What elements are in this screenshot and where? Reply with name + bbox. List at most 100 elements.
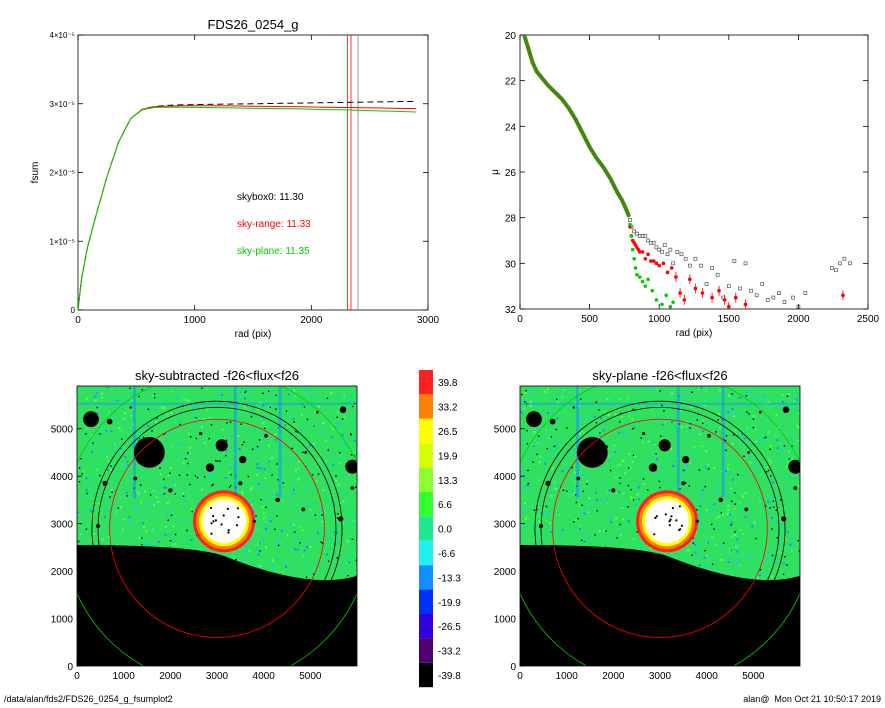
noise-pixel — [169, 533, 172, 536]
noise-pixel — [116, 422, 119, 425]
noise-pixel — [263, 485, 266, 488]
noise-pixel — [649, 388, 652, 391]
noise-pixel — [320, 510, 323, 513]
noise-pixel — [715, 435, 718, 438]
noise-pixel — [118, 453, 121, 456]
masked-pixel — [689, 427, 691, 429]
noise-pixel — [275, 464, 278, 466]
noise-pixel — [538, 461, 541, 464]
masked-pixel — [271, 474, 273, 476]
noise-pixel — [334, 407, 337, 410]
noise-pixel — [750, 391, 753, 394]
profile-point-black — [651, 240, 656, 245]
noise-pixel — [339, 501, 342, 504]
noise-pixel — [324, 439, 327, 442]
profile-point-black — [771, 295, 776, 300]
noise-pixel — [101, 427, 104, 430]
noise-pixel — [305, 389, 308, 392]
noise-pixel — [539, 455, 542, 458]
noise-pixel — [125, 407, 128, 410]
noise-pixel — [90, 479, 93, 482]
masked-pixel — [156, 417, 158, 419]
masked-pixel — [203, 476, 206, 478]
noise-pixel — [588, 535, 591, 538]
noise-pixel — [128, 516, 131, 519]
masked-pixel — [771, 528, 773, 530]
noise-pixel — [685, 465, 688, 468]
masked-pixel — [163, 478, 165, 481]
masked-pixel — [169, 472, 171, 474]
noise-pixel — [688, 461, 691, 464]
fsum-x-tick-label: 1000 — [184, 315, 207, 326]
colorbar-swatch — [419, 589, 433, 614]
noise-pixel — [787, 394, 790, 397]
noise-pixel — [148, 422, 151, 425]
masked-pixel — [732, 434, 735, 436]
noise-pixel — [252, 499, 255, 502]
colorbar-label: -33.2 — [438, 647, 461, 658]
noise-pixel — [333, 551, 336, 554]
masked-pixel — [186, 474, 188, 476]
noise-pixel — [228, 471, 231, 474]
noise-pixel — [628, 411, 631, 414]
image-y-tick-label: 3000 — [51, 520, 74, 531]
noise-pixel — [320, 431, 323, 433]
noise-pixel — [201, 425, 204, 428]
noise-pixel — [263, 468, 266, 470]
masked-pixel — [251, 448, 254, 450]
profile-point-red — [661, 261, 666, 266]
masked-pixel — [566, 490, 568, 492]
noise-pixel — [139, 532, 142, 535]
masked-pixel — [174, 493, 176, 495]
masked-pixel — [575, 501, 577, 504]
growth-curve-green — [77, 106, 417, 311]
noise-pixel — [172, 480, 175, 483]
noise-pixel — [681, 396, 684, 399]
noise-pixel — [580, 430, 583, 433]
noise-pixel — [272, 559, 274, 562]
noise-pixel — [731, 562, 734, 565]
noise-pixel — [106, 386, 109, 389]
profile-point-red — [722, 298, 727, 302]
noise-pixel — [159, 473, 162, 476]
noise-pixel — [642, 441, 645, 444]
masked-star — [681, 481, 686, 486]
noise-pixel — [157, 500, 160, 503]
noise-pixel — [268, 400, 271, 403]
footer-timestamp: alan@ Mon Oct 21 10:50:17 2019 — [743, 694, 881, 704]
noise-pixel — [573, 490, 576, 493]
masked-pixel — [250, 415, 253, 418]
noise-pixel — [772, 481, 775, 484]
noise-pixel — [241, 491, 244, 494]
noise-pixel — [263, 417, 265, 420]
fsum-y-tick-label: 3×10⁻⁵ — [49, 100, 75, 109]
noise-pixel — [727, 463, 730, 466]
core-mask-dot — [235, 524, 239, 527]
noise-pixel — [667, 391, 670, 394]
noise-pixel — [95, 468, 98, 471]
noise-pixel — [604, 483, 607, 486]
noise-pixel — [788, 450, 790, 453]
noise-pixel — [142, 525, 145, 528]
masked-star — [758, 410, 762, 414]
x-axis-label: rad (pix) — [676, 328, 713, 339]
masked-pixel — [746, 411, 748, 413]
noise-pixel — [159, 494, 162, 497]
masked-pixel — [217, 460, 219, 462]
noise-pixel — [625, 421, 628, 424]
core-mask-dot — [210, 522, 213, 525]
masked-star — [781, 516, 787, 522]
noise-pixel — [119, 422, 122, 425]
noise-pixel — [700, 386, 703, 389]
noise-pixel — [607, 413, 610, 416]
noise-pixel — [579, 527, 582, 530]
noise-pixel — [574, 477, 577, 480]
masked-pixel — [768, 469, 770, 472]
masked-pixel — [586, 483, 588, 485]
noise-pixel — [583, 507, 586, 510]
noise-pixel — [703, 556, 706, 559]
masked-pixel — [78, 481, 81, 483]
masked-pixel — [619, 482, 621, 485]
colorbar-label: 0.0 — [438, 525, 452, 536]
noise-pixel — [259, 565, 262, 567]
